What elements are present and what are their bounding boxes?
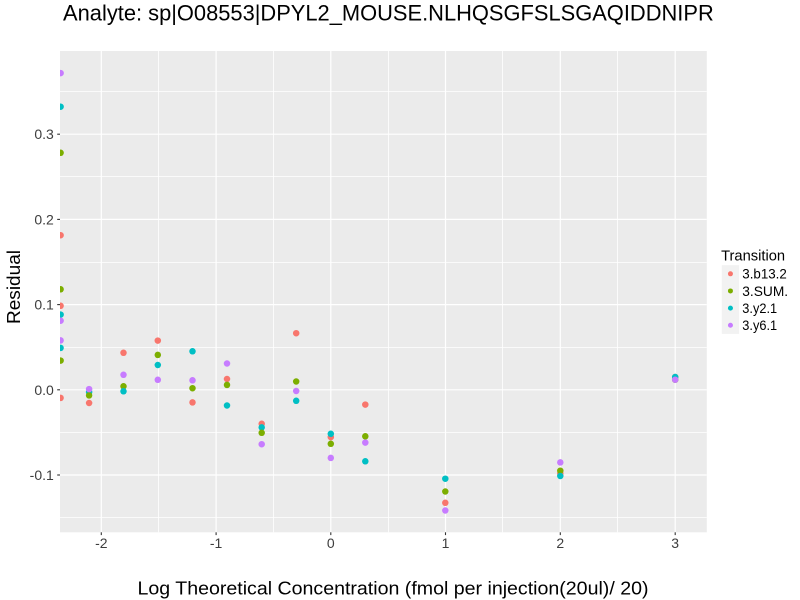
svg-text:3: 3	[671, 535, 679, 551]
svg-text:0.3: 0.3	[34, 126, 54, 142]
svg-text:0: 0	[327, 535, 335, 551]
svg-text:Log Theoretical Concentration: Log Theoretical Concentration (fmol per …	[138, 577, 649, 598]
svg-text:3.y2.1: 3.y2.1	[742, 300, 777, 316]
svg-text:2: 2	[556, 535, 564, 551]
svg-text:-1: -1	[210, 535, 223, 551]
svg-text:0.0: 0.0	[34, 382, 54, 398]
svg-text:Analyte: sp|O08553|DPYL2_MOUSE: Analyte: sp|O08553|DPYL2_MOUSE.NLHQSGFSL…	[63, 0, 714, 25]
svg-text:Residual: Residual	[3, 250, 24, 324]
svg-text:1: 1	[442, 535, 450, 551]
svg-text:3.y6.1: 3.y6.1	[742, 317, 777, 333]
svg-text:-0.1: -0.1	[30, 467, 54, 483]
svg-text:0.1: 0.1	[34, 297, 54, 313]
svg-text:3.SUM.: 3.SUM.	[742, 283, 788, 299]
svg-text:Transition: Transition	[721, 248, 785, 265]
svg-text:-2: -2	[95, 535, 108, 551]
svg-text:3.b13.2: 3.b13.2	[742, 266, 787, 282]
svg-text:0.2: 0.2	[34, 211, 54, 227]
